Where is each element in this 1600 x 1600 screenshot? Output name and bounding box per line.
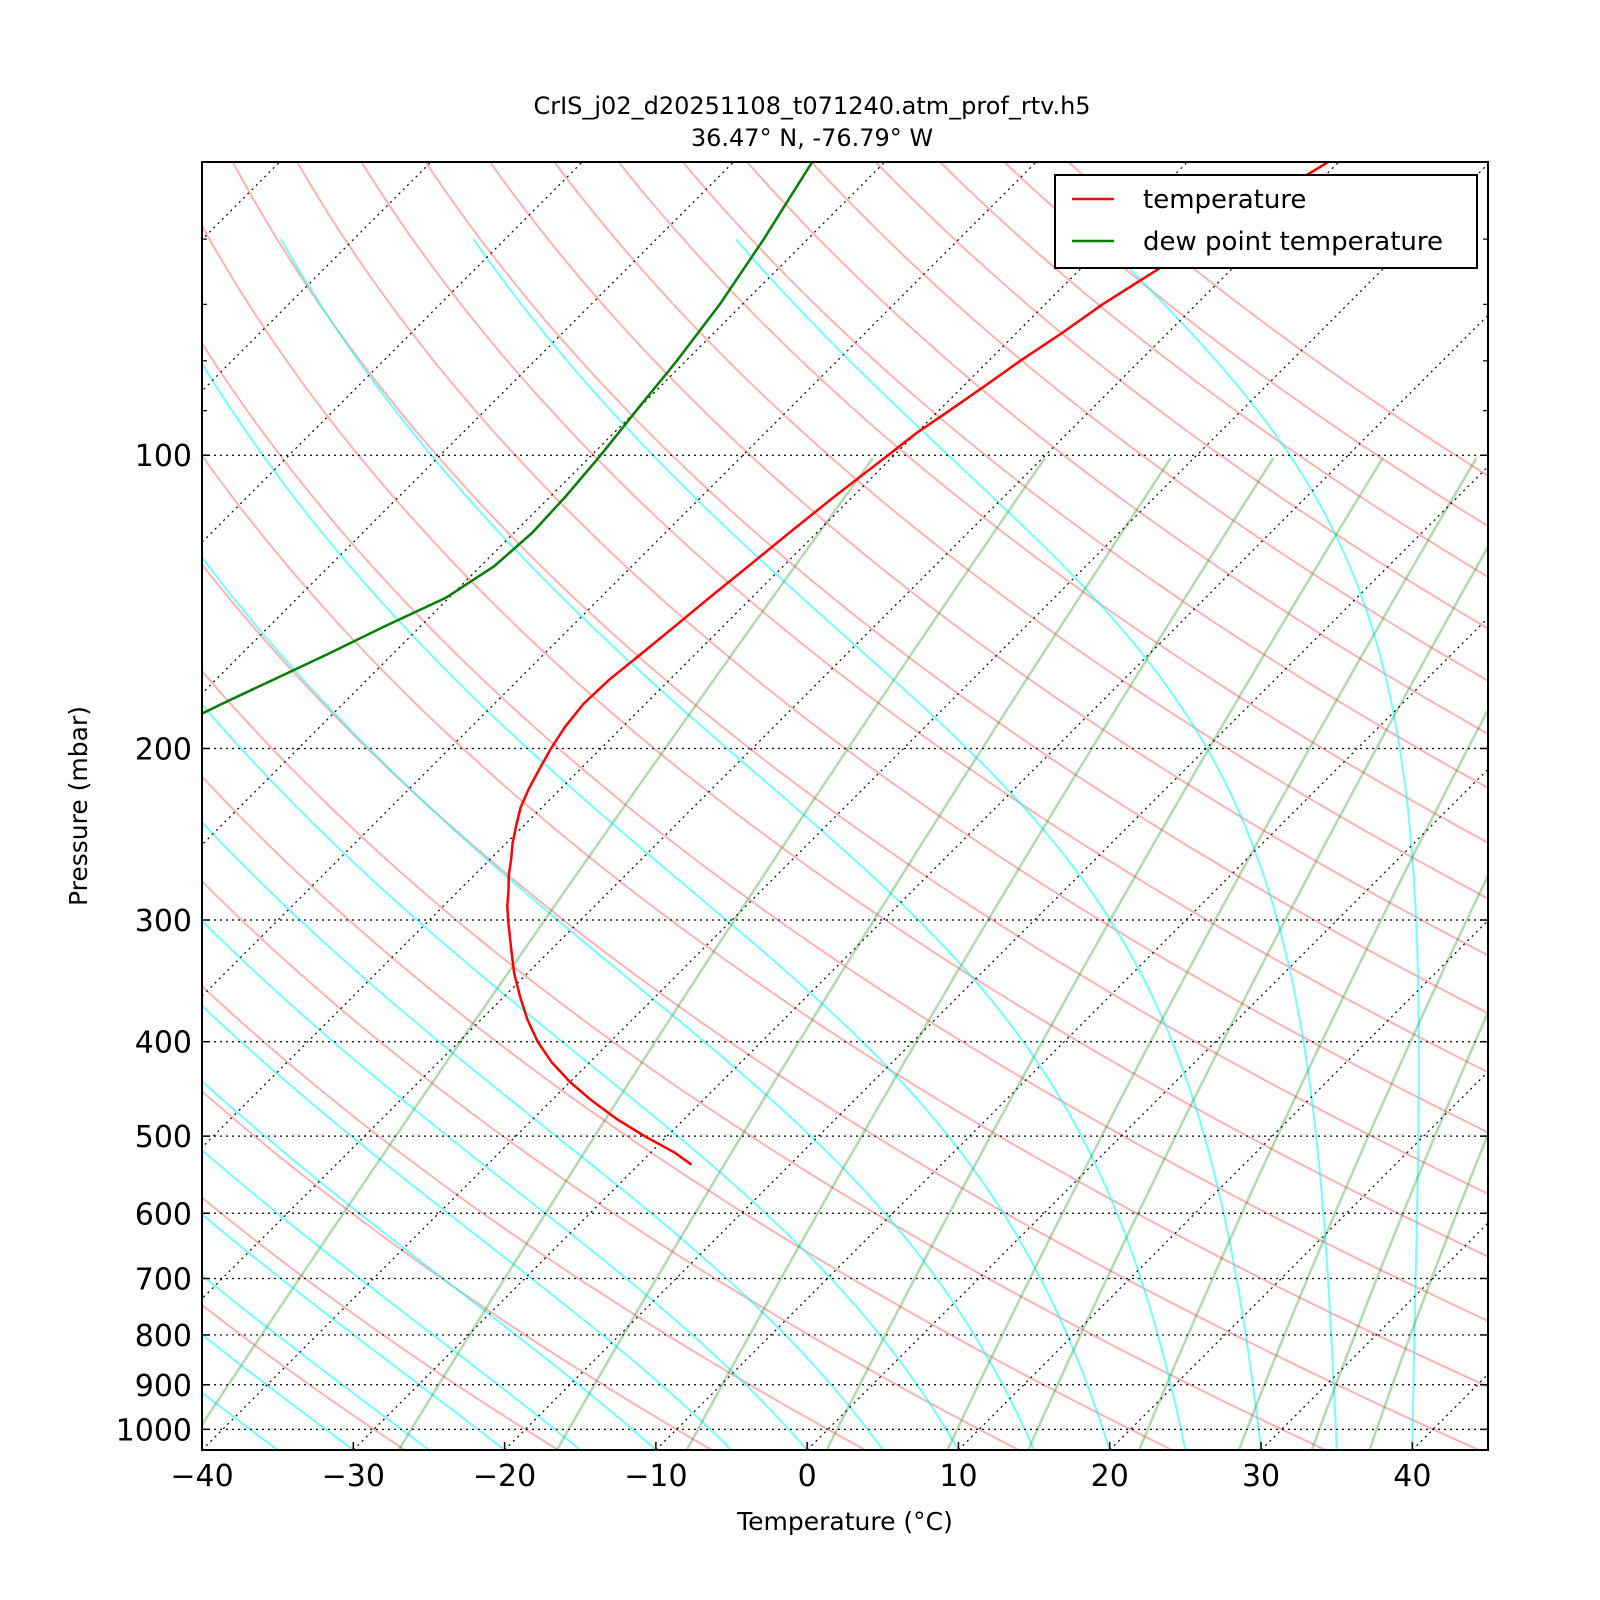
y-tick-label: 300 [135, 904, 192, 939]
mixing-ratio-lines [202, 457, 1488, 1450]
mixing-ratio-line [1368, 1131, 1488, 1450]
dry-adiabat [202, 669, 1326, 1450]
dry-adiabat [202, 453, 1488, 1388]
dry-adiabat [682, 162, 1488, 790]
isobar-gridlines [202, 454, 1488, 1430]
moist-adiabat [202, 919, 808, 1450]
dry-adiabat [202, 775, 1173, 1450]
moist-adiabat [472, 238, 1263, 1450]
moist-adiabat [202, 820, 884, 1450]
x-tick-label: 10 [939, 1459, 977, 1494]
profile-series [202, 162, 1329, 1166]
legend-box [1054, 174, 1478, 269]
x-tick-label: 40 [1393, 1459, 1431, 1494]
moist-adiabat [202, 1213, 506, 1450]
legend-label-temperature: temperature [1143, 185, 1306, 215]
dry-adiabat [360, 162, 1488, 1074]
mixing-ratio-line [946, 457, 1478, 1450]
x-tick-label: −30 [322, 1459, 385, 1494]
dry-adiabat [810, 162, 1488, 682]
y-tick-label: 500 [135, 1120, 192, 1155]
plot-frame [201, 161, 1489, 1451]
y-tick-label: 200 [135, 732, 192, 767]
moist-adiabat [202, 1274, 430, 1450]
legend-label-dew-point: dew point temperature [1143, 227, 1443, 257]
dry-adiabat [1067, 162, 1488, 478]
dry-adiabats [202, 162, 1488, 1450]
moist-adiabat [202, 1333, 354, 1450]
dry-adiabat [202, 1196, 559, 1450]
mixing-ratio-line [1027, 544, 1488, 1450]
x-tick-label: 0 [798, 1459, 817, 1494]
mixing-ratio-line [555, 457, 1172, 1450]
axis-ticks: −40 −30 −20 −10 0 10 20 30 40 100 200 300 400 500 600 7… [116, 238, 1488, 1494]
dry-adiabat [874, 162, 1488, 630]
y-tick-label: 700 [135, 1262, 192, 1297]
series-line-temperature [506, 162, 1329, 1166]
mixing-ratio-line [397, 457, 1046, 1450]
dry-adiabat [939, 162, 1488, 579]
x-tick-label: −40 [170, 1459, 233, 1494]
mixing-ratio-line [1237, 872, 1488, 1450]
dry-adiabat [746, 162, 1488, 736]
y-tick-label: 400 [135, 1026, 192, 1061]
moist-adiabat [1099, 238, 1420, 1450]
mixing-ratio-line [825, 457, 1384, 1450]
x-tick-label: 30 [1242, 1459, 1280, 1494]
moist-adiabat [202, 555, 1036, 1450]
x-tick-label: −20 [473, 1459, 536, 1494]
dry-adiabat [202, 984, 866, 1450]
legend: temperature dew point temperature [1054, 174, 1478, 269]
plot-area [202, 162, 1488, 1450]
dry-adiabat [202, 341, 1488, 1322]
x-tick-label: 20 [1091, 1459, 1129, 1494]
dry-adiabat [617, 162, 1488, 844]
y-axis-label: Pressure (mbar) [64, 706, 93, 906]
y-tick-label: 1000 [116, 1413, 192, 1448]
dry-adiabat [424, 162, 1488, 1015]
y-tick-label: 100 [135, 439, 192, 474]
mixing-ratio-line [1310, 1009, 1488, 1450]
y-tick-label: 600 [135, 1197, 192, 1232]
dry-adiabat [202, 879, 1020, 1450]
mixing-ratio-line [685, 457, 1275, 1450]
dry-adiabat [553, 162, 1488, 900]
moist-adiabat [202, 702, 960, 1450]
dry-adiabat [202, 223, 1488, 1258]
series-line-dew-point [202, 162, 814, 715]
moist-adiabat [202, 1004, 733, 1450]
dry-adiabat [1003, 162, 1488, 528]
dry-adiabat [489, 162, 1488, 957]
dry-adiabat [231, 162, 1488, 1195]
moist-adiabats [202, 238, 1488, 1450]
dry-adiabat [296, 162, 1488, 1134]
mixing-ratio-line [1137, 707, 1488, 1450]
dry-adiabat [202, 1090, 713, 1450]
y-tick-label: 800 [135, 1319, 192, 1354]
moist-adiabat [202, 361, 1111, 1450]
moist-adiabat [202, 1080, 657, 1450]
chart-title: CrIS_j02_d20251108_t071240.atm_prof_rtv.… [533, 92, 1090, 120]
y-tick-label: 900 [135, 1369, 192, 1404]
x-tick-label: −10 [624, 1459, 687, 1494]
x-axis-label: Temperature (°C) [736, 1507, 953, 1536]
mixing-ratio-line [202, 457, 874, 1427]
chart-subtitle: 36.47° N, -76.79° W [691, 124, 933, 152]
moist-adiabat [279, 238, 1187, 1450]
moist-adiabat [202, 1148, 581, 1450]
